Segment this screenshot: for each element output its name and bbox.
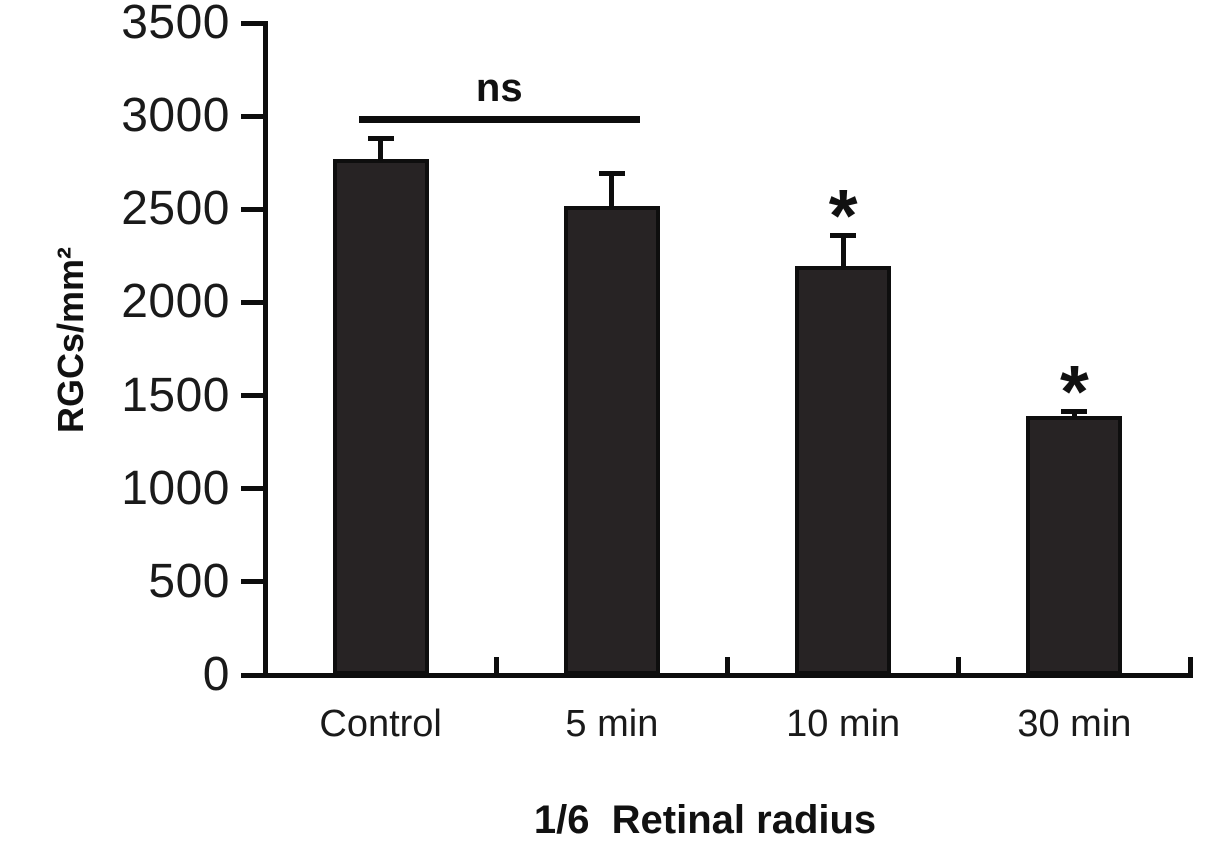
error-bar-stem: [378, 138, 384, 161]
bar-30-min: [1026, 416, 1123, 675]
bar-control: [332, 158, 429, 675]
y-axis-tick: [241, 206, 263, 212]
significance-asterisk: *: [1059, 350, 1089, 434]
ns-bracket-line: [358, 116, 640, 123]
y-axis-tick: [241, 486, 263, 492]
x-axis-tick: [725, 657, 730, 675]
y-axis-line: [263, 21, 268, 677]
y-axis-tick: [241, 672, 263, 678]
x-axis-tick: [493, 657, 499, 675]
x-category-label: 10 min: [786, 703, 901, 745]
x-axis-tick: [956, 657, 962, 675]
y-tick-label: 3500: [121, 0, 230, 49]
significance-asterisk: *: [828, 174, 858, 258]
y-axis-tick: [241, 579, 263, 585]
x-axis-tick: [1187, 657, 1193, 675]
y-axis-tick: [241, 393, 263, 399]
y-tick-label: 0: [202, 648, 230, 701]
x-category-label: 30 min: [1017, 703, 1132, 745]
y-axis-tick: [241, 299, 263, 305]
x-category-label: 5 min: [565, 703, 659, 745]
y-tick-label: 1000: [121, 461, 230, 515]
error-bar-stem: [1071, 411, 1077, 419]
y-tick-label: 500: [148, 554, 230, 608]
error-bar-cap: [598, 171, 625, 177]
error-bar-stem: [609, 173, 615, 208]
y-tick-label: 1500: [121, 368, 230, 422]
error-bar-cap: [367, 135, 394, 141]
x-axis-line: [263, 673, 1193, 678]
x-category-label: Control: [319, 703, 442, 745]
y-tick-label: 2500: [121, 182, 230, 236]
ns-label: ns: [475, 66, 523, 110]
x-axis-title: 1/6 Retinal radius: [533, 798, 877, 842]
y-axis-tick: [241, 113, 263, 119]
bar-5-min: [563, 205, 660, 675]
y-tick-label: 3000: [121, 89, 230, 143]
bar-10-min: [795, 266, 892, 675]
error-bar-cap: [1061, 408, 1088, 414]
y-axis-tick: [241, 20, 263, 26]
y-tick-label: 2000: [121, 275, 230, 329]
error-bar-cap: [830, 232, 857, 238]
error-bar-stem: [840, 235, 846, 269]
